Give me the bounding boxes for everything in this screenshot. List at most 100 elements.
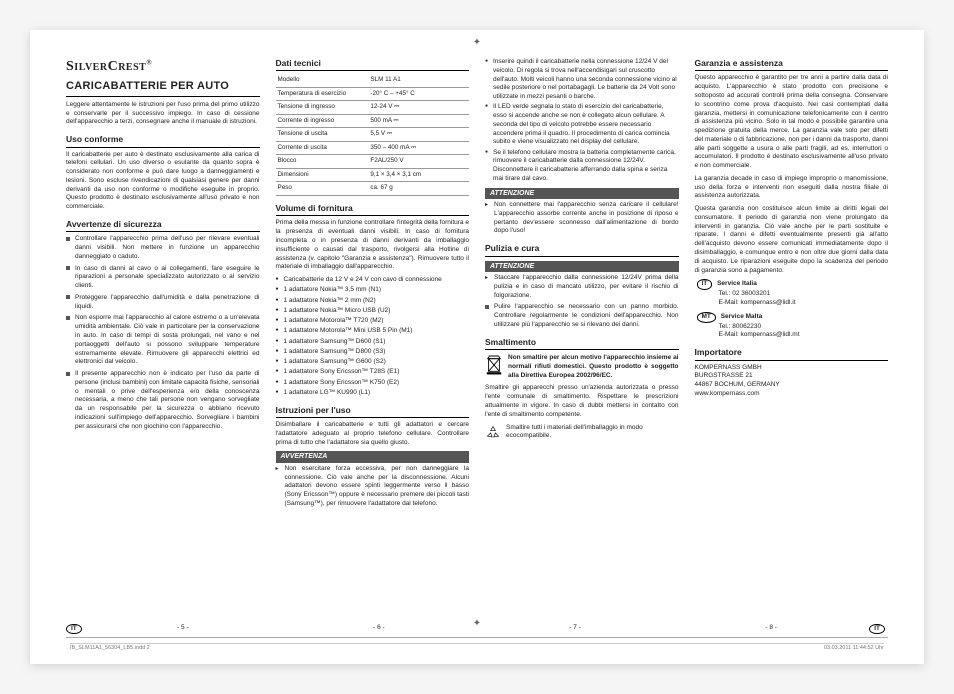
service-mail: E-Mail: kompernass@lidl.it	[719, 299, 796, 306]
heading-istruzioni: Istruzioni per l'uso	[276, 405, 470, 418]
sicurezza-list: Controllare l'apparecchio prima dell'uso…	[66, 235, 260, 431]
heading-smaltimento: Smaltimento	[485, 337, 679, 350]
pulizia-warn-box: ATTENZIONE	[485, 261, 679, 272]
table-row: Dimensioni9,1 × 3,4 × 3,1 cm	[276, 168, 470, 182]
page-numbers: - 5 - - 6 - - 7 - - 8 -	[85, 624, 869, 633]
intro-text: Leggere attentamente le istruzioni per l…	[66, 101, 260, 127]
spec-table: ModelloSLM 11 A1Temperatura di esercizio…	[276, 74, 470, 196]
spec-key: Corrente di ingresso	[276, 114, 369, 128]
print-footer: IB_SLM11A1_56304_LB5.indd 2 03.03.2011 1…	[70, 643, 884, 652]
heading-garanzia: Garanzia e assistenza	[695, 58, 889, 71]
spec-key: Dimensioni	[276, 168, 369, 182]
spec-key: Temperatura di esercizio	[276, 87, 369, 101]
heading-pulizia: Pulizia e cura	[485, 243, 679, 256]
attenzione-box: ATTENZIONE	[485, 188, 679, 199]
page-num: - 8 -	[765, 624, 777, 633]
spec-key: Modello	[276, 74, 369, 87]
smaltimento-body: Smaltire gli apparecchi presso un'aziend…	[485, 384, 679, 419]
table-row: Corrente di uscita350 – 400 mA ⎓	[276, 141, 470, 155]
service-name: Service Malta	[721, 313, 763, 320]
trash-bin-icon	[485, 354, 503, 376]
spec-key: Peso	[276, 182, 369, 196]
document-page: SilverCrest® CARICABATTERIE PER AUTO Leg…	[30, 30, 924, 664]
page-footer: IT - 5 - - 6 - - 7 - - 8 - IT	[66, 624, 888, 634]
page-num: - 6 -	[373, 624, 385, 633]
spec-val: 350 – 400 mA ⎓	[368, 141, 469, 155]
col2: Dati tecnici ModelloSLM 11 A1Temperatura…	[276, 58, 470, 509]
col3: Inserire quindi il caricabatterie nella …	[485, 58, 679, 441]
heading-importatore: Importatore	[695, 347, 889, 360]
spec-val: 9,1 × 3,4 × 3,1 cm	[368, 168, 469, 182]
list-item: Il LED verde segnala lo stato di eserciz…	[485, 103, 679, 147]
avvertenza-list: Non esercitare forza eccessiva, per non …	[276, 465, 470, 509]
garanzia-p2: La garanzia decade in caso di impiego im…	[695, 175, 889, 201]
spec-val: 500 mA ⎓	[368, 114, 469, 128]
uso-body: Il caricabatterie per auto è destinato e…	[66, 151, 260, 212]
service-it: IT Service Italia Tel.: 02 36003201 E-Ma…	[697, 279, 889, 307]
list-item: 1 adattatore Samsung™ G600 (S2)	[276, 358, 470, 367]
spec-val: F2AL/250 V	[368, 155, 469, 169]
spec-key: Tensione di ingresso	[276, 101, 369, 115]
list-item: Pulire l'apparecchio se necessario con u…	[485, 303, 679, 329]
content-columns: SilverCrest® CARICABATTERIE PER AUTO Leg…	[66, 58, 888, 598]
bin-block: Non smaltire per alcun motivo l'apparecc…	[485, 354, 679, 380]
lang-badge-left: IT	[66, 624, 82, 634]
fornitura-body: Prima della messa in funzione controllar…	[276, 219, 470, 272]
list-item: Non esporre mai l'apparecchio al calore …	[66, 314, 260, 367]
list-item: 1 adattatore Nokia™ 3,5 mm (N1)	[276, 286, 470, 295]
badge-mt: MT	[697, 312, 716, 322]
service-tel: Tel.: 80062230	[719, 323, 762, 330]
heading-fornitura: Volume di fornitura	[276, 203, 470, 216]
list-item: Non connettere mai l'apparecchio senza c…	[485, 201, 679, 236]
heading-sicurezza: Avvertenze di sicurezza	[66, 219, 260, 232]
recycle-block: Smaltire tutti i materiali dell'imballag…	[485, 424, 679, 442]
list-item: Inserire quindi il caricabatterie nella …	[485, 58, 679, 102]
lang-badge-right: IT	[869, 624, 885, 634]
service-mail: E-Mail: kompernass@lidl.mt	[719, 331, 800, 338]
importatore-lines: KOMPERNASS GMBHBURGSTRASSE 2144867 BOCHU…	[695, 364, 889, 399]
table-row: Pesoca. 67 g	[276, 182, 470, 196]
istruzioni-body: Disimballare il caricabatterie e tutti g…	[276, 421, 470, 447]
spec-key: Corrente di uscita	[276, 141, 369, 155]
bin-text: Non smaltire per alcun motivo l'apparecc…	[508, 354, 679, 380]
list-item: 1 adattatore Sony Ericsson™ K750 (E2)	[276, 379, 470, 388]
fornitura-list: Caricabatterie da 12 V e 24 V con cavo d…	[276, 276, 470, 398]
heading-uso: Uso conforme	[66, 134, 260, 147]
garanzia-p3: Questa garanzia non costituisce alcun li…	[695, 205, 889, 275]
list-item: Staccare l'apparecchio dalla connessione…	[485, 274, 679, 300]
badge-it: IT	[697, 279, 713, 289]
heading-dati: Dati tecnici	[276, 58, 470, 71]
avvertenza-box: AVVERTENZA	[276, 451, 470, 462]
list-item: 1 adattatore Samsung™ D800 (S3)	[276, 348, 470, 357]
service-mt: MT Service Malta Tel.: 80062230 E-Mail: …	[697, 312, 889, 340]
list-item: Non esercitare forza eccessiva, per non …	[276, 465, 470, 509]
spec-key: Tensione di uscita	[276, 128, 369, 142]
list-item: Se il telefono cellulare mostra la batte…	[485, 149, 679, 184]
attenzione-list: Non connettere mai l'apparecchio senza c…	[485, 201, 679, 236]
col4: Garanzia e assistenza Questo apparecchio…	[695, 58, 889, 399]
table-row: Tensione di ingresso12-24 V ⎓	[276, 101, 470, 115]
recycle-text: Smaltire tutti i materiali dell'imballag…	[506, 424, 679, 442]
page-num: - 7 -	[569, 624, 581, 633]
col1: SilverCrest® CARICABATTERIE PER AUTO Leg…	[66, 58, 260, 431]
file-name: IB_SLM11A1_56304_LB5.indd 2	[70, 645, 150, 652]
list-item: Proteggere l'apparecchio dall'umidità e …	[66, 294, 260, 312]
doc-title: CARICABATTERIE PER AUTO	[66, 79, 260, 97]
list-item: 1 adattatore LG™ KU990 (L1)	[276, 389, 470, 398]
spec-key: Blocco	[276, 155, 369, 169]
spec-val: 5,5 V ⎓	[368, 128, 469, 142]
table-row: Tensione di uscita5,5 V ⎓	[276, 128, 470, 142]
spec-val: SLM 11 A1	[368, 74, 469, 87]
garanzia-p1: Questo apparecchio è garantito per tre a…	[695, 74, 889, 170]
list-item: In caso di danni al cavo o ai collegamen…	[66, 265, 260, 291]
table-row: BloccoF2AL/250 V	[276, 155, 470, 169]
pulizia-warn-list: Staccare l'apparecchio dalla connessione…	[485, 274, 679, 300]
list-item: Caricabatterie da 12 V e 24 V con cavo d…	[276, 276, 470, 285]
spec-val: ca. 67 g	[368, 182, 469, 196]
recycle-icon	[485, 425, 501, 441]
list-item: 1 adattatore Sony Ericsson™ T28S (E1)	[276, 368, 470, 377]
istruzioni-cont-list: Inserire quindi il caricabatterie nella …	[485, 58, 679, 184]
pulizia-list: Pulire l'apparecchio se necessario con u…	[485, 303, 679, 329]
table-row: Temperatura di esercizio-20° C – +45° C	[276, 87, 470, 101]
list-item: 1 adattatore Motorola™ Mini USB 5 Pin (M…	[276, 327, 470, 336]
